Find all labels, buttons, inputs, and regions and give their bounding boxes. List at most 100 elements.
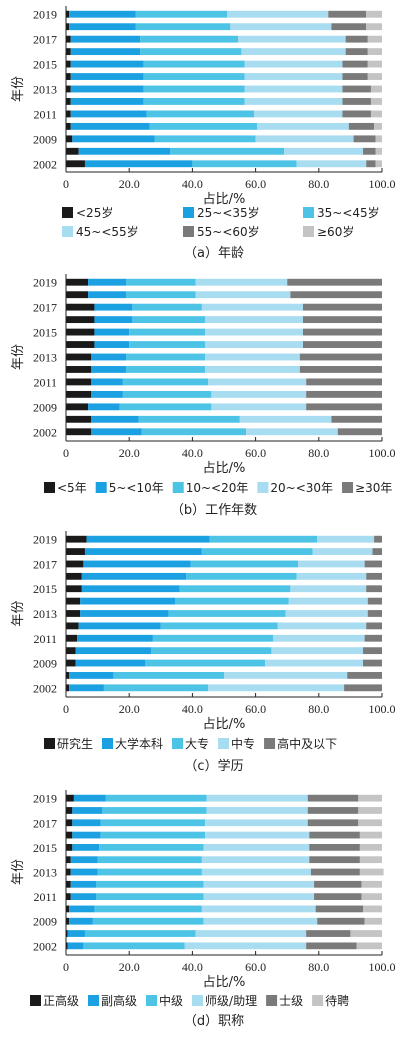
bar-segment bbox=[205, 819, 308, 827]
legend-swatch bbox=[102, 738, 114, 749]
bar-segment bbox=[288, 597, 368, 605]
bar-segment bbox=[84, 160, 193, 168]
x-tick-label: 0 bbox=[63, 446, 69, 460]
bar-segment bbox=[348, 122, 375, 130]
x-axis-title: 占比/% bbox=[203, 717, 246, 732]
legend-label: <5年 bbox=[57, 481, 87, 495]
bar-segment bbox=[99, 844, 204, 851]
bar-segment bbox=[70, 856, 98, 864]
bar-segment bbox=[201, 905, 316, 913]
bar-segment bbox=[211, 403, 307, 411]
bar-segment bbox=[96, 893, 204, 900]
bar-segment bbox=[230, 23, 332, 31]
bar-segment bbox=[94, 328, 130, 336]
legend-swatch bbox=[218, 738, 230, 749]
x-tick-label: 40.0 bbox=[182, 960, 203, 974]
bar-segment bbox=[367, 35, 382, 43]
bar-segment bbox=[272, 634, 365, 642]
bar-segment bbox=[70, 893, 97, 900]
x-tick-label: 100.0 bbox=[369, 702, 396, 716]
bar-segment bbox=[66, 672, 70, 679]
bar-segment bbox=[284, 147, 364, 155]
bar-segment bbox=[211, 390, 307, 398]
bar-segment bbox=[359, 831, 382, 839]
panel-caption: （a）年龄 bbox=[184, 246, 244, 261]
y-tick-label: 2017 bbox=[33, 301, 57, 315]
bar-segment bbox=[66, 622, 79, 630]
legend-swatch bbox=[172, 482, 184, 493]
y-tick-label: 2017 bbox=[33, 33, 57, 47]
x-tick-label: 60.0 bbox=[245, 960, 266, 974]
bar-segment bbox=[370, 85, 382, 93]
legend: 研究生 大学本科 大专 中专 高中及以下 bbox=[44, 736, 337, 751]
bar-segment bbox=[66, 278, 89, 286]
y-tick-label: 2013 bbox=[33, 83, 57, 97]
bar-segment bbox=[66, 610, 81, 617]
bar-segment bbox=[66, 60, 71, 68]
bar-segment bbox=[140, 48, 242, 56]
bar-segment bbox=[244, 60, 343, 68]
bar-segment bbox=[113, 672, 224, 679]
bar-segment bbox=[94, 303, 133, 311]
legend-label: ≥60岁 bbox=[317, 224, 354, 239]
x-axis-title: 占比/% bbox=[203, 975, 246, 990]
bar-segment bbox=[255, 135, 354, 143]
legend: <5年 5~<10年 10~<20年 20~<30年 ≥30年 bbox=[44, 481, 392, 495]
bar-segment bbox=[306, 930, 351, 937]
bar-segment bbox=[367, 610, 382, 617]
legend-swatch bbox=[192, 995, 204, 1006]
legend-label: 中级 bbox=[159, 993, 183, 1008]
y-tick-label: 2015 bbox=[33, 841, 57, 855]
bar-segment bbox=[66, 98, 71, 105]
bar-segment bbox=[66, 23, 70, 31]
bar-segment bbox=[190, 560, 299, 568]
bar-segment bbox=[66, 85, 71, 93]
bar-segment bbox=[66, 341, 95, 348]
bar-segment bbox=[69, 905, 95, 913]
bar-segment bbox=[239, 415, 332, 423]
legend-label: 5~<10年 bbox=[109, 481, 164, 495]
bar-segment bbox=[366, 160, 376, 168]
x-tick-label: 100.0 bbox=[369, 960, 396, 974]
bar-segment bbox=[306, 378, 382, 386]
bar-segment bbox=[88, 278, 127, 286]
bar-segment bbox=[141, 428, 247, 436]
y-tick-label: 2009 bbox=[33, 400, 57, 414]
legend: 正高级 副高级 中级 师级/助理 士级 待聘 bbox=[30, 993, 349, 1008]
bar-segment bbox=[312, 548, 373, 555]
bar-segment bbox=[145, 659, 266, 667]
bar-segment bbox=[66, 415, 92, 423]
bar-segment bbox=[342, 110, 371, 118]
panel-caption: （b）工作年数 bbox=[171, 503, 257, 518]
bar-segment bbox=[66, 893, 71, 900]
bar-segment bbox=[83, 560, 191, 568]
bar-segment bbox=[342, 98, 371, 105]
bar-segment bbox=[66, 135, 73, 143]
bar-segment bbox=[126, 353, 206, 361]
bar-segment bbox=[285, 610, 368, 617]
bar-segment bbox=[66, 856, 71, 864]
chart-panel-2: 2002 2009 2011 2013 2015 2017 2019 年份 0 20.0 40.0 6… bbox=[11, 274, 396, 518]
y-tick-label: 2013 bbox=[33, 866, 57, 880]
legend-label: 55~<60岁 bbox=[197, 224, 260, 239]
bar-segment bbox=[358, 794, 382, 802]
bar-segment bbox=[91, 378, 123, 386]
bar-segment bbox=[366, 10, 382, 18]
legend-swatch bbox=[62, 226, 73, 237]
bar-segment bbox=[105, 794, 207, 802]
bar-segment bbox=[66, 316, 95, 324]
bar-segment bbox=[366, 23, 382, 31]
bar-segment bbox=[66, 535, 87, 543]
bar-segment bbox=[257, 122, 349, 130]
bar-segment bbox=[72, 807, 103, 814]
bar-segment bbox=[359, 856, 382, 864]
bar-segment bbox=[203, 893, 315, 900]
bar-segment bbox=[310, 868, 360, 876]
bar-segment bbox=[359, 868, 384, 876]
bar-segment bbox=[203, 917, 318, 925]
x-tick-label: 40.0 bbox=[182, 702, 203, 716]
bar-segment bbox=[309, 844, 360, 851]
legend-label: <25岁 bbox=[76, 205, 113, 220]
bar-segment bbox=[246, 428, 338, 436]
bar-segment bbox=[66, 684, 70, 692]
